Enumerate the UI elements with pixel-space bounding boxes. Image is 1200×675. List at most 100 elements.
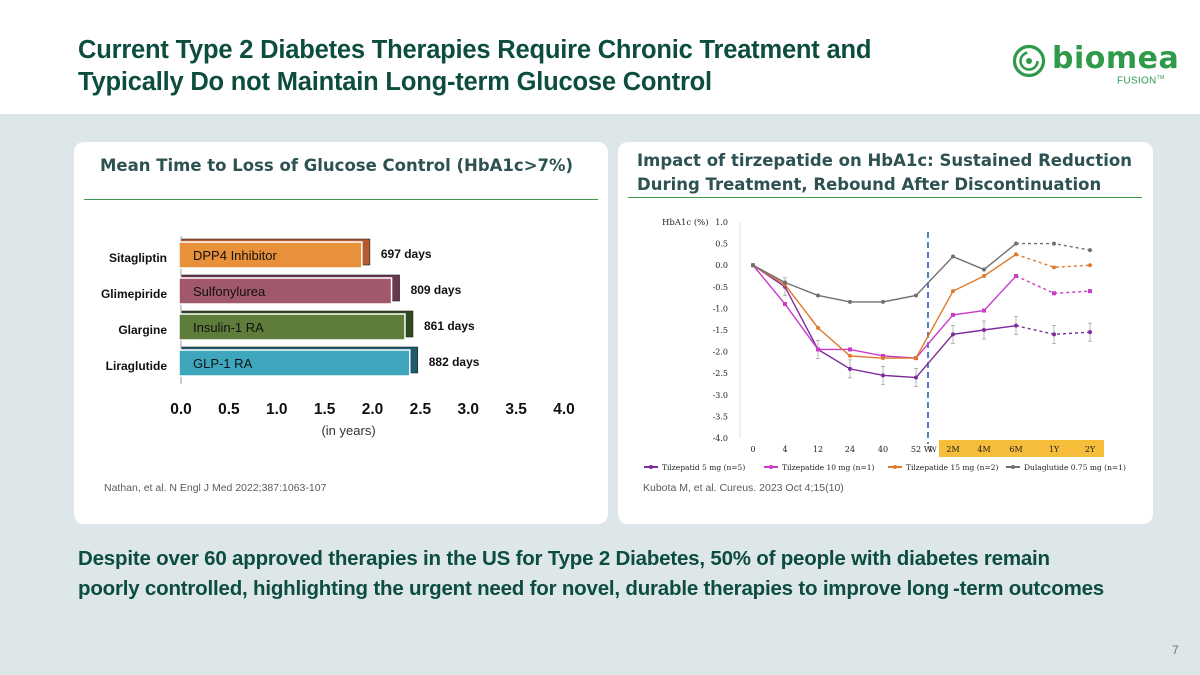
withdrawal-label: W xyxy=(929,445,937,454)
x-tick-label: 3.5 xyxy=(505,401,527,418)
right-chart-title-line-2: During Treatment, Rebound After Disconti… xyxy=(637,175,1102,194)
bar xyxy=(178,349,411,377)
bottom-statement-line-2: poorly controlled, highlighting the urge… xyxy=(78,577,1105,600)
bar-inner-label: GLP-1 RA xyxy=(193,356,253,371)
legend-label: Tilzepatide 15 mg (n=2) xyxy=(906,463,999,472)
data-point xyxy=(816,293,820,298)
series-line xyxy=(752,264,1017,379)
data-point xyxy=(881,299,885,304)
legend-marker xyxy=(649,465,653,469)
right-chart-title-line-1: Impact of tirzepatide on HbA1c: Sustaine… xyxy=(637,151,1132,170)
slide-title: Current Type 2 Diabetes Therapies Requir… xyxy=(78,34,978,98)
legend-label: Dulaglutide 0.75 mg (n=1) xyxy=(1024,463,1126,472)
x-tick-label: 4 xyxy=(782,445,787,454)
legend-label: Tilzepatid 5 mg (n=5) xyxy=(662,463,745,472)
page-number: 7 xyxy=(1172,643,1179,657)
y-tick-label: -1.5 xyxy=(713,326,728,335)
x-tick-label: 2M xyxy=(946,445,959,454)
series-line-dashed xyxy=(1015,275,1091,294)
left-chart-title: Mean Time to Loss of Glucose Control (Hb… xyxy=(100,156,574,175)
data-point xyxy=(1052,291,1056,296)
bar xyxy=(178,313,406,341)
y-tick-label: -2.0 xyxy=(713,348,728,357)
data-point xyxy=(914,293,918,298)
series-line xyxy=(752,253,1017,359)
x-tick-label: 4.0 xyxy=(553,401,575,418)
data-point xyxy=(1088,289,1092,294)
y-tick-label: 0.0 xyxy=(715,261,728,270)
data-point xyxy=(951,332,955,337)
series-line-dashed xyxy=(1015,253,1091,269)
x-tick-label: 3.0 xyxy=(457,401,479,418)
y-tick-label: 1.0 xyxy=(715,218,728,227)
logo-subtitle: FUSIONTM xyxy=(1117,75,1165,87)
right-chart-card: Impact of tirzepatide on HbA1c: Sustaine… xyxy=(618,142,1153,524)
bar-value-label: 861 days xyxy=(424,319,475,333)
data-point xyxy=(951,289,955,294)
y-tick-label: 0.5 xyxy=(715,240,728,249)
data-point xyxy=(1088,248,1092,253)
data-point xyxy=(848,299,852,304)
biomea-logo: biomea FUSIONTM xyxy=(1012,40,1179,90)
legend-marker xyxy=(1011,465,1015,469)
bar-chart-loss-of-control: Sitagliptin DPP4 Inhibitor 697 days Glimepi… xyxy=(101,236,575,438)
data-point xyxy=(914,375,918,380)
data-point xyxy=(982,274,986,278)
biomea-logo-mark-icon xyxy=(1012,44,1046,78)
x-tick-label: 6M xyxy=(1009,445,1022,454)
x-tick-label: 1Y xyxy=(1049,445,1060,454)
data-point xyxy=(982,308,986,313)
x-tick-label: 0.0 xyxy=(170,401,192,418)
x-tick-label: 0 xyxy=(750,445,755,454)
data-point xyxy=(848,353,852,358)
data-point xyxy=(783,302,787,307)
data-point xyxy=(951,254,955,259)
x-tick-label: 2.0 xyxy=(362,401,384,418)
right-title-divider xyxy=(628,197,1142,198)
x-tick-label: W xyxy=(924,445,933,454)
y-tick-label: -1.0 xyxy=(713,304,728,313)
logo-trademark: TM xyxy=(1156,75,1165,81)
x-tick-label: 12 xyxy=(813,445,823,454)
x-axis-label: (in years) xyxy=(321,423,375,438)
data-point xyxy=(1014,252,1018,257)
data-point xyxy=(881,373,885,378)
y-tick-label: -3.5 xyxy=(713,412,728,421)
slide-title-line-1: Current Type 2 Diabetes Therapies Requir… xyxy=(78,36,872,64)
left-chart-source: Nathan, et al. N Engl J Med 2022;387:106… xyxy=(104,482,327,494)
data-point xyxy=(1052,332,1056,337)
y-tick-label: -0.5 xyxy=(713,283,728,292)
data-point xyxy=(751,263,755,268)
data-point xyxy=(881,356,885,361)
bar-category-label: Glargine xyxy=(118,323,167,337)
x-tick-label: 0.5 xyxy=(218,401,240,418)
slide-header: Current Type 2 Diabetes Therapies Requir… xyxy=(0,0,1200,114)
bar-category-label: Glimepiride xyxy=(101,287,167,301)
bar-inner-label: Insulin-1 RA xyxy=(193,320,264,335)
series-line xyxy=(752,243,1017,303)
x-tick-label: 52 xyxy=(911,445,921,454)
data-point xyxy=(1088,330,1092,335)
data-point xyxy=(951,312,955,317)
slide-title-line-2: Typically Do not Maintain Long-term Gluc… xyxy=(78,68,712,96)
bar-inner-label: Sulfonylurea xyxy=(193,284,266,299)
bar xyxy=(178,241,363,269)
data-point xyxy=(914,356,918,361)
y-tick-label: -2.5 xyxy=(713,369,728,378)
bar-inner-label: DPP4 Inhibitor xyxy=(193,248,277,263)
data-point xyxy=(1014,323,1018,328)
data-point xyxy=(848,347,852,352)
line-chart-hba1c: HbA1c (%) 1.0 0.5 0.0 -0.5 -1.0 -1.5 -2.0 -2.5 -3… xyxy=(644,217,1126,472)
legend-label: Tilzepatide 10 mg (n=1) xyxy=(782,463,875,472)
data-point xyxy=(1014,241,1018,246)
data-point xyxy=(1088,263,1092,268)
data-point xyxy=(783,280,787,285)
bar-value-label: 882 days xyxy=(429,355,480,369)
followup-highlight xyxy=(939,440,1104,457)
data-point xyxy=(982,267,986,272)
x-tick-label: 1.5 xyxy=(314,401,336,418)
left-chart-card: Mean Time to Loss of Glucose Control (Hb… xyxy=(74,142,608,524)
x-tick-label: 2.5 xyxy=(410,401,432,418)
x-tick-label: 1.0 xyxy=(266,401,288,418)
bottom-statement: Despite over 60 approved therapies in th… xyxy=(78,544,1178,604)
